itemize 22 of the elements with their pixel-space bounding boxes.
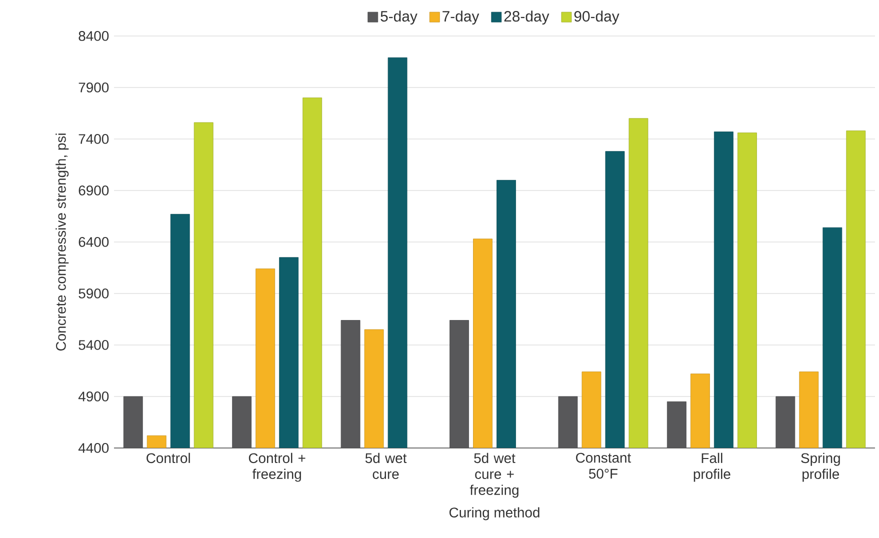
x-tick-label: 5d wet cure bbox=[365, 452, 407, 480]
y-tick-label: 6400 bbox=[78, 237, 109, 247]
y-tick-label: 7400 bbox=[78, 134, 109, 144]
x-tick-label: Control + freezing bbox=[248, 452, 306, 482]
x-tick-label: Spring profile bbox=[801, 452, 840, 482]
y-tick-label: 8400 bbox=[78, 31, 109, 41]
x-tick-label: 5d wet cure + freezing bbox=[470, 452, 518, 498]
y-tick-label: 5400 bbox=[78, 340, 109, 350]
y-tick-label: 6900 bbox=[78, 186, 109, 196]
legend-label: 90-day bbox=[574, 10, 620, 25]
legend-label: 7-day bbox=[442, 10, 480, 25]
y-tick-label: 5900 bbox=[78, 288, 109, 298]
y-tick-label: 4400 bbox=[78, 443, 109, 453]
y-tick-label: 7900 bbox=[78, 82, 109, 92]
x-tick-label: Constant 50°F bbox=[576, 452, 632, 479]
y-axis-title: Concrete compressive strength, psi bbox=[56, 134, 69, 351]
y-tick-label: 4900 bbox=[78, 392, 109, 402]
x-tick-label: Control bbox=[146, 452, 190, 464]
x-tick-label: Fall profile bbox=[694, 452, 730, 482]
x-axis-title: Curing method bbox=[449, 507, 540, 520]
legend-label: 5-day bbox=[380, 10, 418, 25]
legend-label: 28-day bbox=[504, 10, 550, 25]
